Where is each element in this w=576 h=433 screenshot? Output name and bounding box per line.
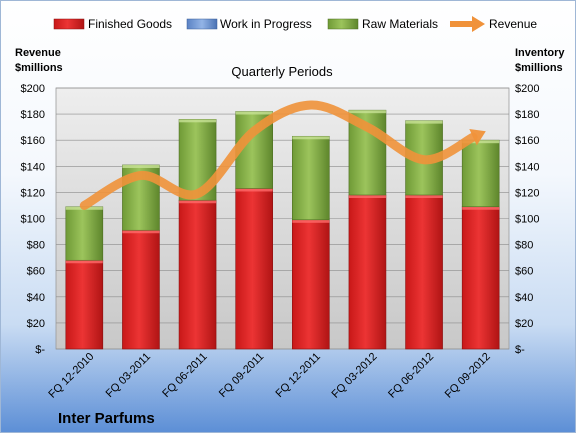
bar-cap-finished-goods [348,195,386,199]
bar-raw-materials [65,206,104,261]
y-tick-label-right: $120 [515,187,539,199]
y-tick-label-left: $200 [21,83,45,95]
revenue-line [79,100,486,210]
legend-label-raw-materials: Raw Materials [362,17,438,31]
bar-series [65,109,500,350]
legend-swatch-raw-materials [327,18,359,30]
y-tick-label-left: $60 [27,266,45,278]
bar-finished-goods [235,188,273,350]
legend-swatch-work-in-progress [186,18,218,30]
revenue-line-path [79,100,478,210]
x-tick-label: FQ 09-2011 [217,351,266,400]
y-tick-label-right: $80 [515,240,533,252]
y-tick-label-left: $120 [21,187,45,199]
y-tick-label-right: $100 [515,214,539,226]
x-tick-label: FQ 12-2011 [274,351,323,400]
bar-cap-finished-goods [405,195,443,199]
left-axis-title-line1: Revenue [15,47,61,59]
y-tick-label-left: $140 [21,161,45,173]
bar-cap-raw-materials [348,110,386,114]
bar-finished-goods [348,194,387,350]
bar-cap-raw-materials [179,119,217,123]
x-tick-label: FQ 06-2011 [160,351,209,400]
bar-cap-raw-materials [122,164,160,168]
bar-raw-materials [461,139,500,208]
left-y-axis-ticks: $- $20 $40 $60 $80 $100 $120 $140 $160 $180 $200 [21,83,46,356]
y-tick-label-right: $140 [515,161,539,173]
legend-label-revenue: Revenue [489,17,537,31]
bar-cap-finished-goods [462,206,500,210]
bar-cap-finished-goods [122,230,160,234]
bar-finished-goods [405,194,443,350]
y-tick-label-left: $160 [21,135,45,147]
revenue-arrowhead [469,129,486,146]
y-tick-label-left: $- [35,344,45,356]
y-tick-label-right: $180 [515,109,539,121]
legend-label-finished-goods: Finished Goods [88,17,172,31]
y-tick-label-left: $40 [27,292,45,304]
bar-raw-materials [292,135,330,221]
y-tick-label-right: $160 [515,135,539,147]
y-tick-label-right: $20 [515,318,533,330]
y-tick-label-right: $- [515,344,525,356]
bar-cap-raw-materials [235,111,273,115]
bar-cap-raw-materials [462,140,500,144]
x-tick-label: FQ 03-2012 [330,351,380,401]
right-axis-title-line2: $millions [515,62,563,74]
y-tick-label-left: $100 [21,214,45,226]
bar-cap-finished-goods [179,200,217,204]
x-tick-label: FQ 12-2010 [46,351,96,401]
bar-finished-goods [65,259,104,350]
x-tick-label: FQ 03-2011 [104,351,153,400]
company-name: Inter Parfums [58,410,155,427]
y-tick-label-right: $40 [515,292,533,304]
bar-finished-goods [178,199,217,350]
legend: Finished Goods Work in Progress Raw Mate… [53,16,537,32]
bar-cap-finished-goods [235,188,273,192]
x-axis-labels: FQ 12-2010 FQ 03-2011 FQ 06-2011 FQ 09-2011… [46,351,492,401]
bar-finished-goods [292,219,330,350]
x-tick-label: FQ 09-2012 [443,351,493,401]
legend-label-work-in-progress: Work in Progress [220,17,312,31]
bar-cap-raw-materials [405,120,443,124]
legend-swatch-revenue [450,16,485,32]
y-tick-label-right: $60 [515,266,533,278]
bar-cap-finished-goods [65,260,103,264]
y-tick-label-left: $80 [27,240,45,252]
bar-finished-goods [122,229,160,350]
legend-swatch-finished-goods [53,18,85,30]
x-tick-label: FQ 06-2012 [386,351,436,401]
y-tick-label-right: $200 [515,83,539,95]
bar-cap-finished-goods [292,219,330,223]
right-y-axis-ticks: $- $20 $40 $60 $80 $100 $120 $140 $160 $180 $200 [515,83,539,356]
bar-finished-goods [461,206,500,350]
y-tick-label-left: $180 [21,109,45,121]
bar-cap-raw-materials [292,136,330,140]
chart-subtitle: Quarterly Periods [231,64,333,79]
left-axis-title-line2: $millions [15,62,63,74]
y-tick-label-left: $20 [27,318,45,330]
right-axis-title-line1: Inventory [515,47,565,59]
